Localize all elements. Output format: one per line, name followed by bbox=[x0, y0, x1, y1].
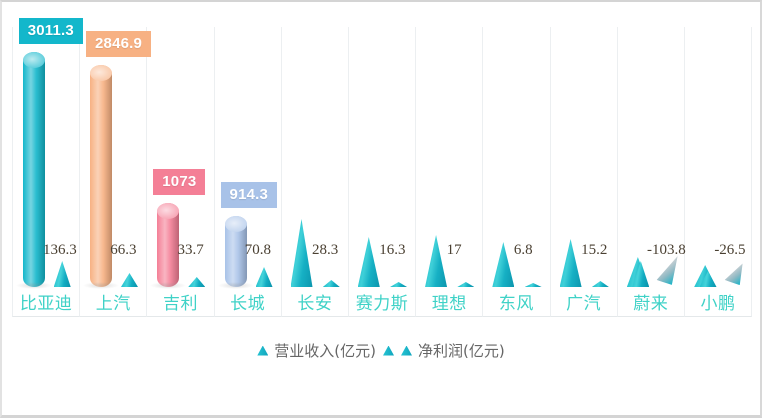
x-axis-label-8: 广汽 bbox=[550, 287, 618, 317]
revenue-bar-shadow-长城 bbox=[217, 282, 254, 289]
profit-value-label-东风: 6.8 bbox=[513, 242, 533, 258]
legend-label-profit: 净利润(亿元) bbox=[418, 342, 505, 360]
profit-cone-shape-上汽 bbox=[120, 273, 138, 287]
triangle-icon bbox=[383, 345, 394, 356]
revenue-bar-shadow-吉利 bbox=[150, 282, 187, 289]
profit-cone-赛力斯 bbox=[390, 282, 408, 287]
revenue-cone-shape-赛力斯 bbox=[357, 237, 380, 287]
legend-label-revenue: 营业收入(亿元) bbox=[274, 342, 376, 360]
profit-cone-shape-理想 bbox=[457, 282, 475, 287]
category-column-1 bbox=[80, 27, 148, 287]
x-axis-label-4: 长安 bbox=[281, 287, 349, 317]
category-column-6 bbox=[416, 27, 484, 287]
category-column-8 bbox=[551, 27, 618, 287]
profit-negative-cone-小鹏 bbox=[724, 261, 740, 283]
profit-cone-比亚迪 bbox=[53, 261, 71, 287]
revenue-cone-赛力斯 bbox=[357, 237, 380, 287]
profit-cone-shape-赛力斯 bbox=[390, 282, 408, 287]
profit-value-label-长安: 28.3 bbox=[312, 242, 339, 258]
profit-cone-长安 bbox=[322, 280, 340, 287]
profit-cone-上汽 bbox=[120, 273, 138, 287]
legend-item-profit[interactable]: 净利润(亿元) bbox=[401, 340, 505, 361]
profit-cone-shape-吉利 bbox=[188, 277, 206, 287]
profit-value-label-比亚迪: 136.3 bbox=[42, 242, 77, 258]
revenue-cone-shape-广汽 bbox=[559, 239, 582, 287]
revenue-bar-吉利 bbox=[150, 203, 187, 289]
revenue-cylinder-吉利 bbox=[157, 203, 180, 287]
revenue-bar-比亚迪 bbox=[15, 52, 52, 289]
profit-value-label-长城: 70.8 bbox=[244, 242, 271, 258]
category-column-7 bbox=[483, 27, 551, 287]
profit-value-label-小鹏: -26.5 bbox=[714, 242, 746, 258]
profit-cone-蔚来 bbox=[632, 261, 650, 287]
revenue-value-label-比亚迪: 3011.3 bbox=[18, 18, 83, 44]
profit-value-label-赛力斯: 16.3 bbox=[379, 242, 406, 258]
profit-cone-shape-广汽 bbox=[591, 281, 609, 287]
revenue-value-label-上汽: 2846.9 bbox=[86, 30, 152, 57]
triangle-icon bbox=[401, 345, 412, 356]
profit-cone-广汽 bbox=[591, 281, 609, 287]
profit-cone-shape-长城 bbox=[255, 267, 273, 287]
revenue-bar-shadow-比亚迪 bbox=[15, 282, 52, 289]
category-column-4 bbox=[282, 27, 349, 287]
revenue-cone-shape-理想 bbox=[425, 235, 448, 287]
category-column-3 bbox=[215, 27, 282, 287]
revenue-cylinder-cap-比亚迪 bbox=[22, 52, 45, 68]
revenue-cylinder-上汽 bbox=[90, 64, 113, 287]
category-column-5 bbox=[349, 27, 417, 287]
plot-area: 3011.3 136.3 2846.9 66.3 1073 33.7 914.3 70.8 28… bbox=[12, 18, 753, 289]
x-axis-label-1: 上汽 bbox=[80, 287, 148, 317]
revenue-cylinder-长城 bbox=[224, 215, 247, 287]
revenue-cylinder-cap-长城 bbox=[224, 215, 247, 232]
profit-cone-shape-长安 bbox=[322, 280, 340, 287]
chart-legend: 营业收入(亿元) 净利润(亿元) bbox=[2, 340, 760, 361]
revenue-value-label-吉利: 1073 bbox=[153, 169, 206, 196]
profit-cone-理想 bbox=[457, 282, 475, 287]
revenue-cylinder-比亚迪 bbox=[22, 52, 45, 287]
revenue-value-label-长城: 914.3 bbox=[220, 181, 278, 208]
revenue-bar-长城 bbox=[217, 215, 254, 289]
revenue-cone-广汽 bbox=[559, 239, 582, 287]
category-gridlines bbox=[12, 27, 753, 287]
revenue-cone-长安 bbox=[290, 219, 313, 287]
x-axis: 比亚迪 上汽 吉利 长城 长安 赛力斯 理想 东风 广汽 蔚来 小鹏 bbox=[12, 287, 753, 317]
legend-item-revenue[interactable]: 营业收入(亿元) bbox=[257, 340, 376, 361]
profit-cone-东风 bbox=[524, 283, 542, 287]
profit-cone-shape-东风 bbox=[524, 283, 542, 287]
x-axis-label-9: 蔚来 bbox=[617, 287, 685, 317]
revenue-cylinder-cap-上汽 bbox=[90, 64, 113, 81]
profit-value-label-上汽: 66.3 bbox=[110, 242, 137, 258]
x-axis-label-10: 小鹏 bbox=[684, 287, 753, 317]
category-column-10 bbox=[685, 27, 753, 287]
x-axis-label-5: 赛力斯 bbox=[348, 287, 417, 317]
profit-cone-吉利 bbox=[188, 277, 206, 287]
revenue-cone-东风 bbox=[492, 242, 515, 287]
revenue-bar-上汽 bbox=[83, 64, 120, 289]
category-column-0 bbox=[12, 27, 81, 287]
category-column-9 bbox=[618, 27, 685, 287]
profit-value-label-广汽: 15.2 bbox=[581, 242, 608, 258]
revenue-cone-shape-东风 bbox=[492, 242, 515, 287]
x-axis-label-6: 理想 bbox=[416, 287, 484, 317]
category-column-2 bbox=[147, 27, 215, 287]
x-axis-label-7: 东风 bbox=[483, 287, 551, 317]
revenue-cone-理想 bbox=[425, 235, 448, 287]
profit-value-label-理想: 17 bbox=[446, 242, 462, 258]
profit-value-label-蔚来: -103.8 bbox=[647, 242, 686, 258]
revenue-bar-shadow-上汽 bbox=[83, 282, 120, 289]
revenue-cylinder-cap-吉利 bbox=[157, 203, 180, 220]
x-axis-label-3: 长城 bbox=[214, 287, 282, 317]
profit-cone-shape-比亚迪 bbox=[53, 261, 71, 287]
profit-value-label-吉利: 33.7 bbox=[177, 242, 204, 258]
x-axis-label-0: 比亚迪 bbox=[12, 287, 81, 317]
profit-cone-小鹏 bbox=[699, 271, 717, 287]
x-axis-label-2: 吉利 bbox=[147, 287, 215, 317]
revenue-cone-shape-长安 bbox=[290, 219, 313, 287]
profit-cone-shape-小鹏 bbox=[699, 271, 717, 287]
profit-cone-shape-蔚来 bbox=[632, 261, 650, 287]
profit-cone-长城 bbox=[255, 267, 273, 287]
triangle-icon bbox=[257, 345, 269, 356]
